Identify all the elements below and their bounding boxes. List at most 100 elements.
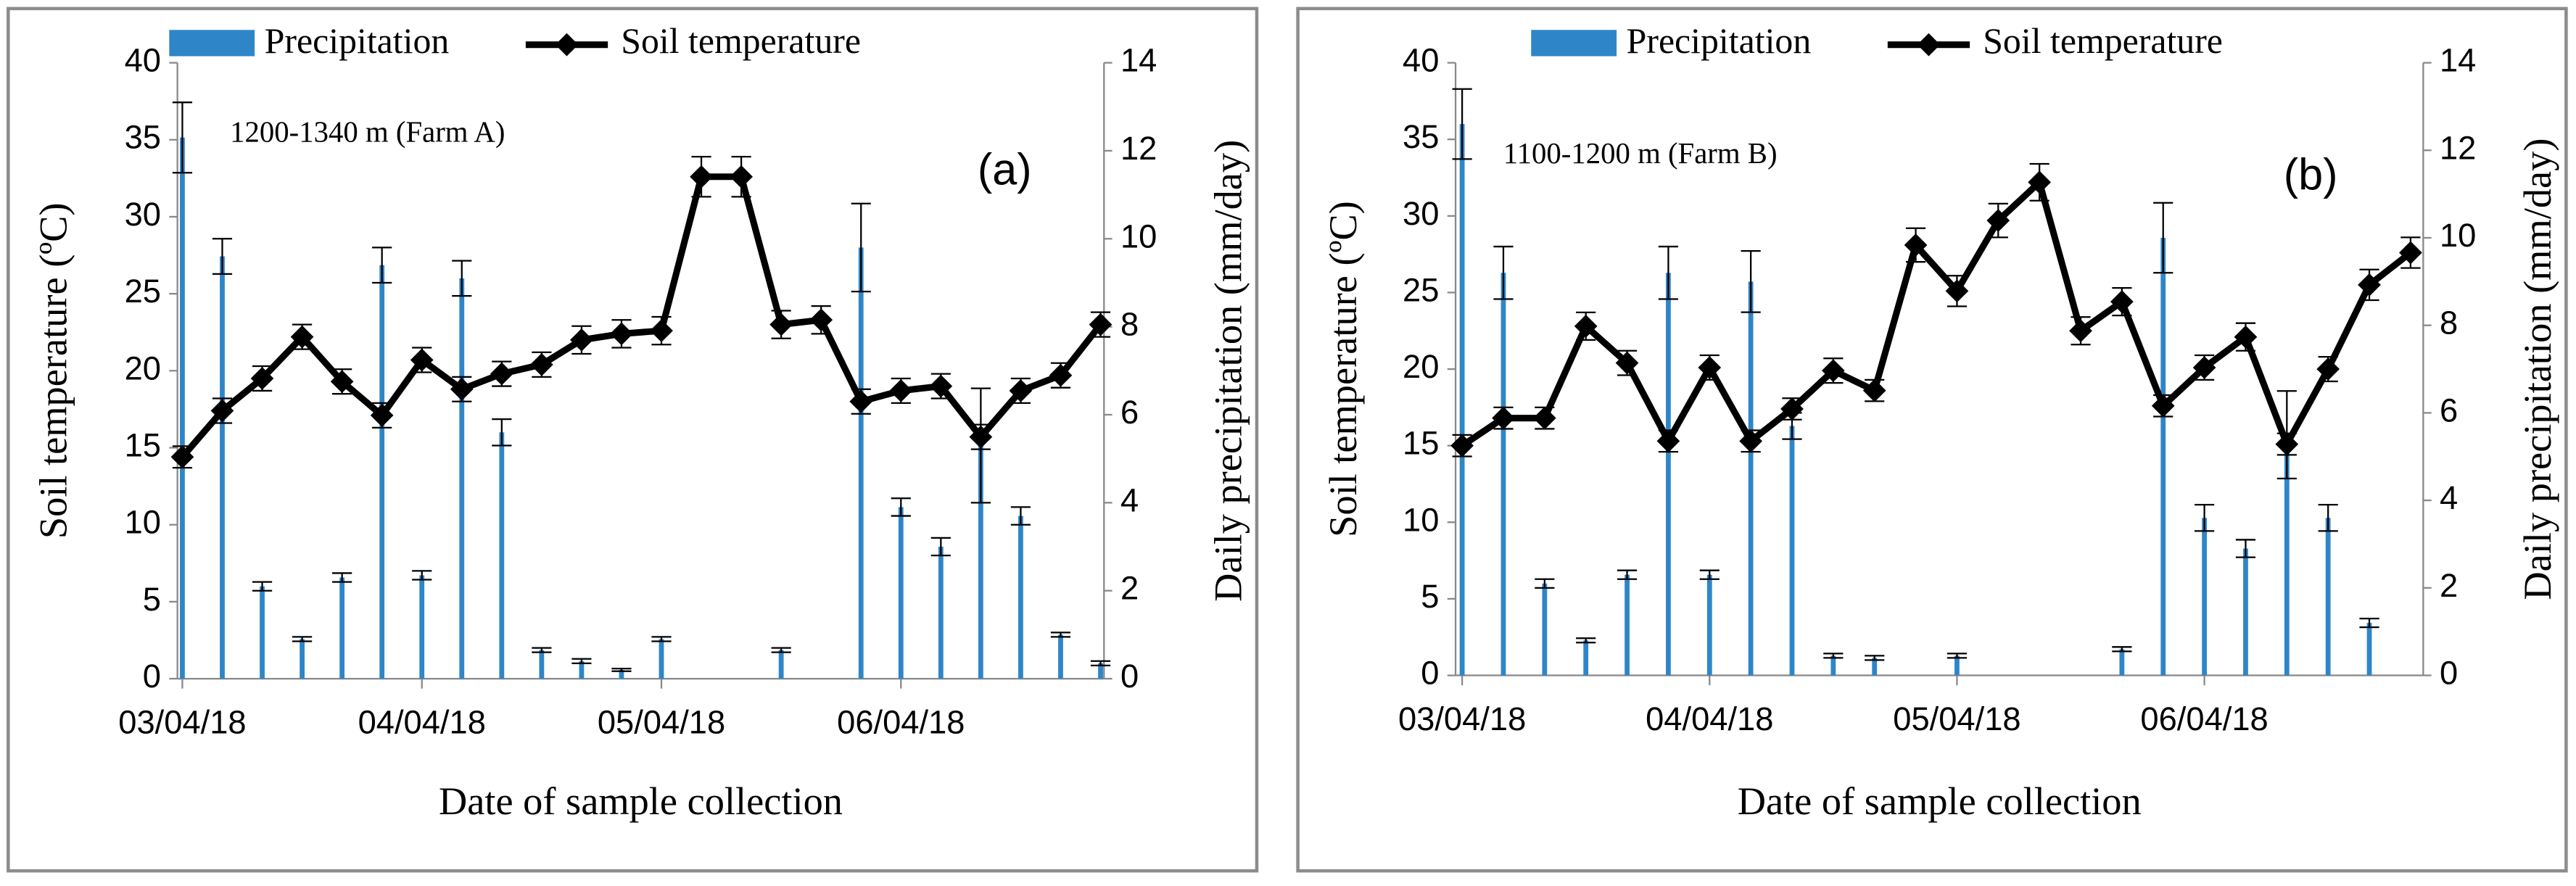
legend-swatch	[169, 30, 255, 57]
bar	[1625, 574, 1630, 676]
y-tick-label: 40	[125, 42, 161, 79]
y-tick-label: 30	[125, 196, 161, 233]
error-bar	[332, 572, 352, 583]
bar	[1830, 655, 1836, 676]
marker	[1532, 406, 1556, 430]
marker	[1574, 315, 1598, 338]
y2-tick-label: 6	[2440, 392, 2458, 428]
error-bar	[1010, 506, 1031, 526]
bar	[938, 547, 944, 679]
y2-tick-label: 4	[1120, 481, 1139, 518]
marker	[1739, 429, 1762, 453]
y2-tick-label: 12	[2440, 129, 2476, 166]
error-bar	[2235, 539, 2256, 558]
bar	[499, 432, 505, 679]
bar	[1459, 124, 1465, 676]
bar	[300, 639, 305, 679]
y-tick-label: 35	[1403, 118, 1439, 155]
y2-tick-label: 8	[2440, 305, 2458, 341]
marker	[809, 308, 833, 332]
panel-label: (b)	[2284, 149, 2338, 199]
panel-border	[7, 7, 1259, 873]
error-bar	[252, 581, 273, 592]
marker	[210, 399, 234, 423]
marker	[250, 367, 274, 390]
error-bar	[1865, 655, 1885, 661]
bar	[2202, 518, 2207, 676]
y-tick-label: 10	[1403, 501, 1439, 538]
bar	[2284, 434, 2290, 676]
error-bar	[2359, 617, 2379, 629]
bar	[1666, 273, 1671, 676]
legend-marker	[555, 33, 579, 57]
y-tick-label: 0	[143, 658, 161, 695]
line	[1460, 178, 2413, 449]
marker	[1492, 406, 1515, 430]
y2-axis-title: Daily precipitation (mm/day)	[1206, 140, 1250, 602]
error-bar	[1617, 569, 1638, 580]
marker	[1656, 429, 1680, 453]
error-bar	[1452, 88, 1472, 160]
bar	[1583, 640, 1589, 676]
legend-swatch	[1531, 30, 1617, 57]
y2-tick-label: 10	[2440, 217, 2476, 254]
marker	[1862, 378, 1886, 402]
error-bar	[891, 497, 911, 517]
marker	[1009, 379, 1033, 402]
bar	[858, 247, 864, 679]
marker	[889, 379, 913, 402]
x-tick-label: 03/04/18	[118, 703, 246, 740]
marker	[969, 425, 993, 449]
y2-tick-label: 6	[1120, 394, 1139, 431]
y2-tick-label: 8	[1120, 306, 1139, 343]
y-tick-label: 40	[1403, 42, 1439, 79]
error-bar	[1741, 249, 1761, 313]
bar	[1542, 583, 1548, 676]
annotation: 1100-1200 m (Farm B)	[1503, 137, 1778, 170]
marker	[1821, 359, 1845, 383]
marker	[1904, 233, 1928, 257]
bar	[898, 507, 904, 679]
marker	[1615, 351, 1639, 375]
error-bar	[372, 247, 392, 284]
y-tick-label: 5	[143, 581, 161, 618]
x-axis-title: Date of sample collection	[439, 779, 843, 823]
bar	[1748, 281, 1754, 676]
bar	[180, 137, 185, 679]
error-bar	[611, 667, 632, 672]
bar	[1954, 655, 1960, 676]
error-bar	[452, 260, 472, 297]
bar	[260, 586, 265, 679]
marker	[730, 165, 753, 189]
error-bar	[851, 202, 871, 293]
error-bar	[1493, 245, 1514, 300]
bar	[2325, 518, 2331, 676]
legend-label: Soil temperature	[1983, 21, 2223, 61]
bar	[419, 575, 425, 679]
error-bar	[1050, 632, 1071, 638]
error-bar	[532, 647, 552, 653]
marker	[1049, 363, 1073, 387]
marker	[690, 165, 713, 189]
x-tick-label: 06/04/18	[2140, 700, 2268, 737]
error-bar	[1535, 578, 1555, 589]
error-bar	[212, 238, 233, 275]
error-bar	[771, 647, 791, 653]
bar	[659, 639, 664, 679]
marker	[929, 374, 953, 398]
y2-tick-label: 2	[2440, 567, 2458, 604]
y-tick-label: 10	[125, 504, 161, 541]
bar	[339, 577, 345, 679]
y-tick-label: 25	[1403, 271, 1439, 308]
error-bar	[1090, 660, 1111, 667]
error-bar	[2153, 202, 2174, 274]
y2-tick-label: 14	[2440, 42, 2476, 79]
y2-tick-label: 0	[2440, 655, 2458, 692]
error-bar	[412, 570, 432, 581]
error-bar	[1576, 637, 1596, 644]
bar	[2366, 623, 2372, 676]
bar	[778, 650, 784, 679]
y2-tick-label: 10	[1120, 218, 1157, 254]
y2-tick-label: 14	[1120, 42, 1157, 79]
